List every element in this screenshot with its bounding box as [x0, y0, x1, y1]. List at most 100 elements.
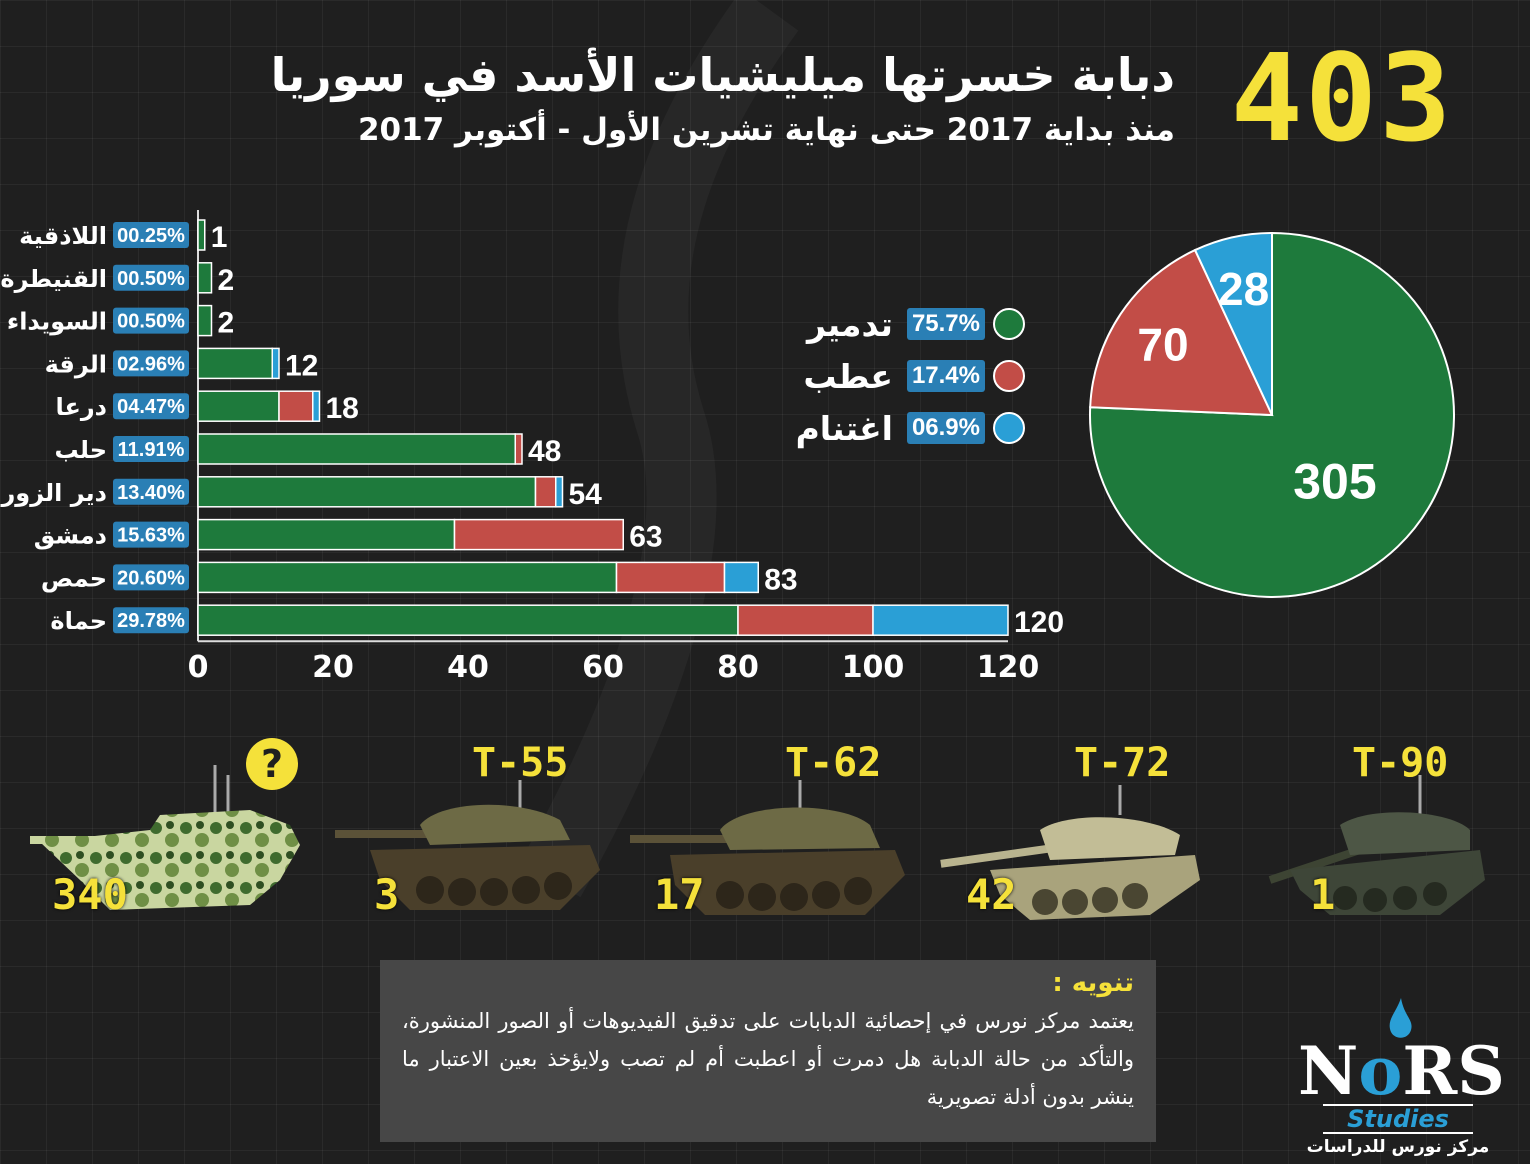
- bar-segment: [278, 390, 314, 422]
- bar-segment: [737, 604, 874, 636]
- category-label: حماة: [50, 607, 107, 635]
- percent-label: 00.50%: [117, 311, 185, 333]
- legend-swatch: [993, 412, 1025, 444]
- category-label: السويداء: [7, 308, 107, 336]
- pie-value-label: 305: [1293, 454, 1376, 510]
- bar-segment: [872, 604, 1009, 636]
- pie-value-label: 28: [1218, 263, 1269, 315]
- bar-segment: [271, 347, 280, 380]
- tank-count: 42: [966, 870, 1017, 919]
- page-title: دبابة خسرتها ميليشيات الأسد في سوريا: [270, 48, 1175, 102]
- percent-label: 02.96%: [117, 353, 185, 375]
- bar-value-label: 83: [764, 563, 797, 596]
- legend-item-destroyed: تدمير 75.7%: [780, 298, 1025, 350]
- legend-item-captured: اغتنام 06.9%: [780, 402, 1025, 454]
- logo-letters: o: [1358, 1032, 1403, 1110]
- x-tick-label: 60: [582, 650, 624, 685]
- tank-t72: [940, 785, 1200, 920]
- bar-segment: [534, 476, 557, 508]
- bar-value-label: 1: [211, 221, 228, 254]
- tank-model-label: T-62: [785, 740, 882, 786]
- percent-badge: [113, 521, 189, 548]
- disclaimer-box: تنويه : يعتمد مركز نورس في إحصائية الدبا…: [380, 960, 1156, 1142]
- water-drop-icon: [1389, 998, 1412, 1038]
- unknown-model-badge: ?: [246, 738, 298, 790]
- percent-badge: [113, 607, 189, 634]
- bar-segment: [197, 476, 537, 508]
- bar-segment: [723, 561, 759, 594]
- bar-segment: [197, 304, 213, 337]
- category-label: حلب: [55, 436, 108, 464]
- bar-value-label: 2: [218, 264, 235, 297]
- logo-letters: RS: [1402, 1032, 1505, 1110]
- legend-percent: 75.7%: [906, 308, 985, 340]
- bar-segment: [197, 347, 273, 380]
- tank-t90: [1268, 775, 1485, 915]
- percent-badge: [113, 307, 189, 334]
- percent-badge: [113, 264, 189, 291]
- legend-swatch: [993, 360, 1025, 392]
- bar-segment: [197, 390, 280, 422]
- category-label: دمشق: [34, 522, 107, 550]
- bar-value-label: 2: [218, 307, 235, 340]
- percent-badge: [113, 393, 189, 420]
- tank-count: 1: [1310, 870, 1336, 919]
- tanks-illustration: [30, 765, 1485, 920]
- bar-segment: [197, 518, 456, 551]
- bar-value-label: 63: [629, 521, 662, 554]
- bar-segment: [555, 476, 564, 508]
- legend-percent: 17.4%: [906, 360, 985, 392]
- x-tick-label: 120: [977, 650, 1040, 685]
- page-subtitle: منذ بداية 2017 حتى نهاية تشرين الأول - أ…: [357, 112, 1175, 148]
- bar-segment: [312, 390, 321, 422]
- bar-chart: 0 20 40 60 80 100 120 1 00.25% اللاذقية 2 00.50% الق…: [0, 210, 1064, 685]
- bar-value-label: 12: [285, 349, 318, 382]
- percent-badge: [113, 350, 189, 377]
- bar-value-label: 120: [1014, 606, 1064, 639]
- percent-badge: [113, 478, 189, 505]
- tank-t62: [630, 780, 905, 915]
- logo-arabic-name: مركز نورس للدراسات: [1306, 1137, 1490, 1157]
- category-label: حمص: [41, 564, 107, 592]
- percent-badge: [113, 564, 189, 591]
- logo-letters: N: [1298, 1032, 1359, 1110]
- pie-slice: [1089, 231, 1455, 598]
- bar-segment: [197, 433, 516, 465]
- total-number: 403: [1230, 30, 1454, 169]
- tank-model-label: T-90: [1352, 740, 1449, 786]
- category-label: الرقة: [45, 350, 107, 378]
- pie-slice: [1089, 248, 1274, 417]
- tank-unknown: [30, 765, 300, 910]
- bar-segment: [197, 262, 213, 294]
- bar-value-label: 48: [528, 435, 561, 468]
- category-label: دير الزور: [0, 479, 107, 507]
- bar-value-label: 18: [326, 392, 359, 425]
- x-tick-label: 0: [188, 650, 209, 685]
- legend-percent: 06.9%: [906, 412, 985, 444]
- legend-swatch: [993, 308, 1025, 340]
- x-tick-label: 20: [312, 650, 354, 685]
- x-tick-label: 100: [842, 650, 905, 685]
- pie-slice: [1193, 231, 1273, 416]
- watermark-swirl: [519, 0, 799, 898]
- category-label: درعا: [55, 393, 107, 421]
- tank-count: 17: [654, 870, 705, 919]
- legend-label: اغتنام: [795, 408, 893, 448]
- legend-label: عطب: [803, 356, 893, 396]
- bar-segment: [453, 518, 624, 551]
- pie-value-label: 70: [1137, 318, 1188, 370]
- percent-label: 13.40%: [117, 482, 185, 504]
- disclaimer-text: يعتمد مركز نورس في إحصائية الدبابات على …: [402, 1009, 1134, 1109]
- x-tick-label: 80: [717, 650, 759, 685]
- bar-value-label: 54: [569, 478, 603, 511]
- percent-label: 00.50%: [117, 268, 185, 290]
- nors-logo: NoRS Studies مركز نورس للدراسات: [1298, 998, 1505, 1157]
- legend-label: تدمير: [807, 304, 893, 344]
- tank-count: 340: [52, 870, 128, 919]
- percent-label: 29.78%: [117, 610, 185, 632]
- bar-segment: [197, 219, 206, 251]
- pie-chart: 305 70 28: [1089, 231, 1455, 598]
- logo-subtitle: Studies: [1323, 1104, 1473, 1134]
- bar-segment: [197, 561, 618, 594]
- percent-label: 15.63%: [117, 525, 185, 547]
